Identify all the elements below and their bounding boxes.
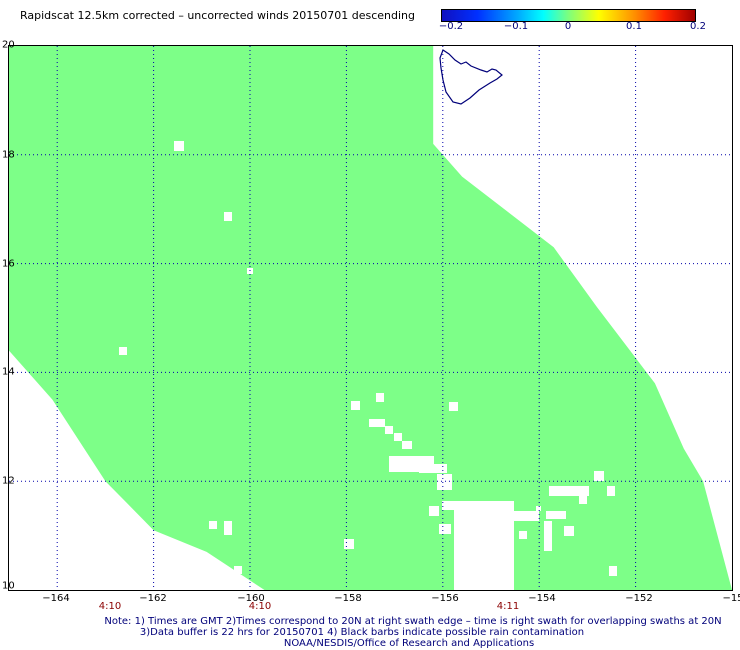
x-tick-label: −154 — [528, 593, 556, 604]
missing-data-cell — [439, 524, 451, 534]
missing-data-cell — [449, 402, 458, 411]
x-tick-label: −160 — [237, 593, 265, 604]
y-tick-label: 16 — [2, 258, 15, 270]
colorbar-tick: −0.2 — [438, 21, 464, 32]
missing-data-cell — [394, 433, 402, 441]
wind-difference-swath — [9, 46, 732, 590]
missing-data-cell — [519, 531, 527, 539]
footnote-line-3: NOAA/NESDIS/Office of Research and Appli… — [283, 638, 535, 649]
missing-data-cell — [224, 212, 232, 221]
missing-data-cell — [369, 419, 385, 427]
colorbar-tick: 0.2 — [690, 21, 706, 32]
missing-data-cell — [351, 401, 360, 410]
missing-data-cell — [579, 496, 587, 504]
missing-data-cell — [546, 511, 566, 519]
map-title: Rapidscat 12.5km corrected – uncorrected… — [20, 9, 416, 22]
missing-data-cell — [492, 516, 502, 526]
missing-data-cell — [564, 526, 574, 536]
missing-data-cell — [607, 486, 615, 496]
pass-time-label: 4:10 — [248, 601, 272, 612]
x-tick-label: −162 — [139, 593, 167, 604]
missing-data-cell — [376, 393, 384, 402]
missing-data-cell — [234, 566, 242, 574]
missing-data-cell — [385, 426, 393, 434]
missing-data-cell — [344, 539, 354, 549]
x-tick-label: −15 — [722, 593, 740, 604]
map-panel — [8, 45, 733, 591]
colorbar-tick: 0.1 — [626, 21, 642, 32]
y-tick-label: 12 — [2, 475, 15, 487]
footnote-line-2: 3)Data buffer is 22 hrs for 20150701 4) … — [139, 627, 585, 638]
map-canvas — [9, 46, 732, 590]
missing-data-cell — [509, 511, 539, 521]
x-tick-label: −164 — [42, 593, 70, 604]
missing-data-cell — [419, 464, 447, 473]
x-tick-label: −158 — [334, 593, 362, 604]
missing-data-cell — [609, 566, 617, 576]
missing-data-cell — [536, 506, 541, 511]
y-tick-label: 18 — [2, 149, 15, 161]
missing-data-cell — [442, 501, 454, 510]
pass-time-label: 4:10 — [98, 601, 122, 612]
missing-data-cell — [209, 521, 217, 529]
missing-data-cell — [594, 471, 604, 481]
colorbar-tick: −0.1 — [503, 21, 529, 32]
x-tick-label: −156 — [431, 593, 459, 604]
y-tick-label: 14 — [2, 366, 15, 378]
missing-data-cell — [549, 486, 589, 496]
colorbar-tick: 0 — [564, 21, 572, 32]
missing-data-cell — [544, 521, 552, 551]
colorbar — [441, 9, 696, 22]
missing-data-cell — [437, 474, 452, 490]
missing-data-cell — [119, 347, 127, 355]
data-gaps — [119, 141, 617, 590]
pass-time-label: 4:11 — [496, 601, 520, 612]
missing-data-cell — [402, 441, 412, 449]
y-tick-label: 20 — [2, 39, 15, 51]
missing-data-cell — [454, 501, 514, 590]
hawaii-coastline — [439, 49, 503, 105]
missing-data-cell — [224, 521, 232, 535]
lat-lon-grid — [9, 46, 732, 590]
x-tick-label: −152 — [625, 593, 653, 604]
missing-data-cell — [174, 141, 184, 151]
y-tick-label: 10 — [2, 580, 15, 592]
missing-data-cell — [429, 506, 439, 516]
footnote-line-1: Note: 1) Times are GMT 2)Times correspon… — [104, 616, 722, 627]
